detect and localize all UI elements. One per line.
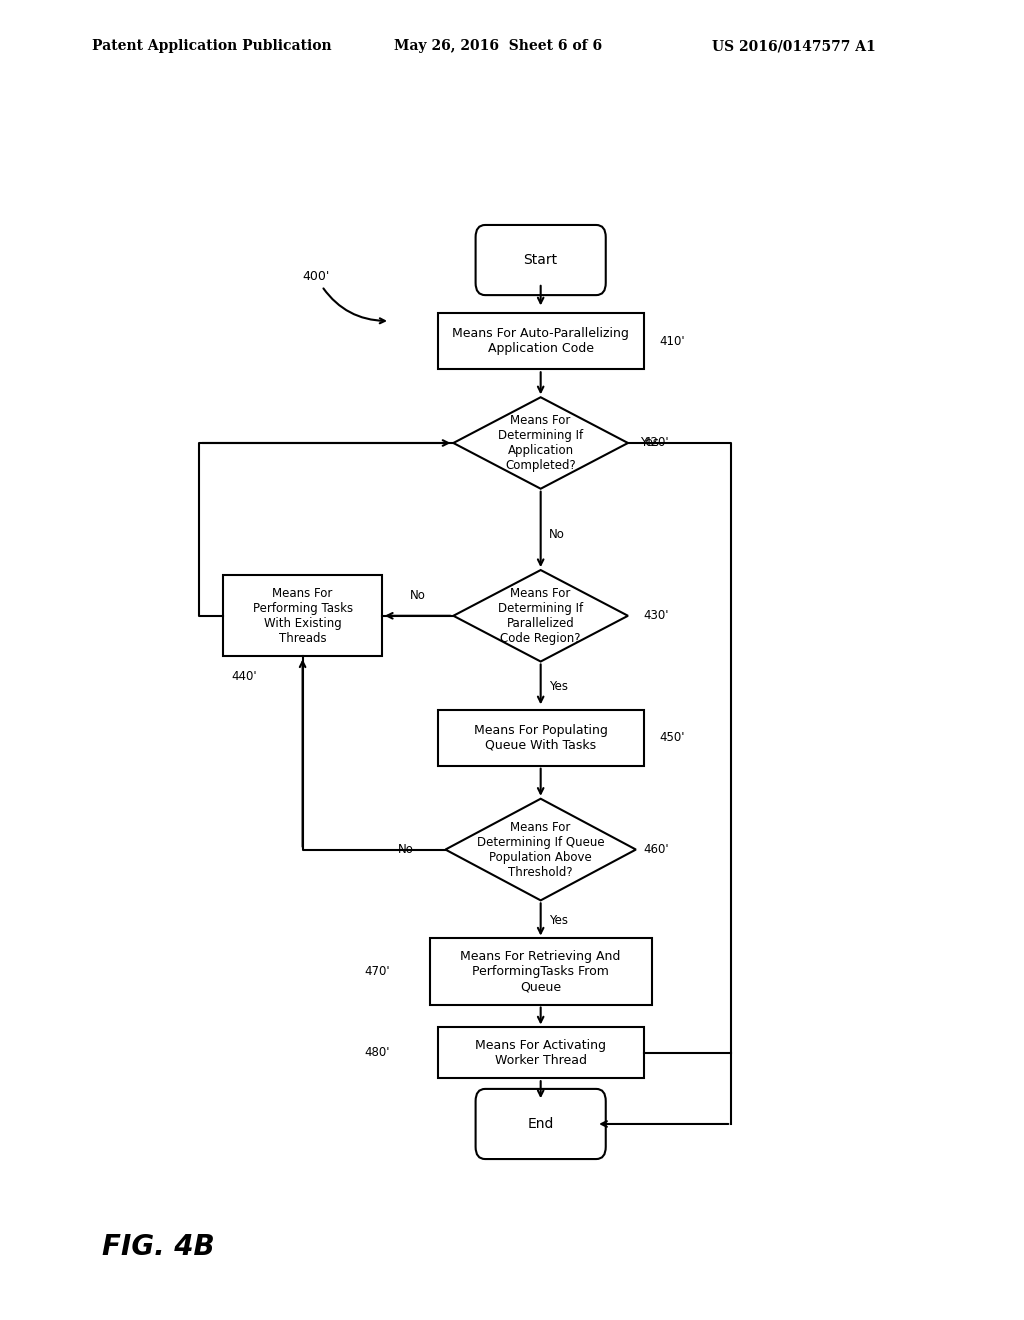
Text: End: End	[527, 1117, 554, 1131]
Bar	[223, 576, 382, 656]
Text: 410': 410'	[659, 335, 685, 348]
Text: 480': 480'	[365, 1047, 390, 1060]
Text: 400': 400'	[303, 271, 385, 323]
FancyBboxPatch shape	[475, 224, 606, 296]
Polygon shape	[445, 799, 636, 900]
Text: US 2016/0147577 A1: US 2016/0147577 A1	[712, 40, 876, 53]
Text: 470': 470'	[365, 965, 390, 978]
Text: No: No	[410, 589, 426, 602]
Text: 450': 450'	[659, 731, 685, 744]
Text: FIG. 4B: FIG. 4B	[102, 1233, 215, 1262]
Text: Means For
Determining If
Parallelized
Code Region?: Means For Determining If Parallelized Co…	[498, 587, 584, 644]
Text: Means For
Performing Tasks
With Existing
Threads: Means For Performing Tasks With Existing…	[253, 587, 352, 644]
Text: 420': 420'	[644, 437, 670, 450]
Text: 440': 440'	[231, 671, 257, 684]
Text: No: No	[549, 528, 564, 541]
Text: Yes: Yes	[640, 437, 658, 450]
Bar	[437, 710, 644, 766]
Text: Yes: Yes	[549, 915, 567, 927]
Text: 460': 460'	[644, 843, 670, 857]
Bar	[430, 939, 652, 1005]
Text: Means For Retrieving And
PerformingTasks From
Queue: Means For Retrieving And PerformingTasks…	[461, 950, 621, 993]
Text: 430': 430'	[644, 610, 670, 622]
Text: May 26, 2016  Sheet 6 of 6: May 26, 2016 Sheet 6 of 6	[394, 40, 602, 53]
Bar	[437, 313, 644, 370]
Text: Means For
Determining If Queue
Population Above
Threshold?: Means For Determining If Queue Populatio…	[477, 821, 604, 879]
Text: Means For Activating
Worker Thread: Means For Activating Worker Thread	[475, 1039, 606, 1067]
FancyBboxPatch shape	[475, 1089, 606, 1159]
Text: Means For
Determining If
Application
Completed?: Means For Determining If Application Com…	[498, 414, 584, 473]
Polygon shape	[454, 397, 628, 488]
Polygon shape	[454, 570, 628, 661]
Bar	[437, 1027, 644, 1078]
Text: Means For Populating
Queue With Tasks: Means For Populating Queue With Tasks	[474, 723, 607, 752]
Text: Means For Auto-Parallelizing
Application Code: Means For Auto-Parallelizing Application…	[453, 327, 629, 355]
Text: No: No	[397, 843, 414, 857]
Text: Patent Application Publication: Patent Application Publication	[92, 40, 332, 53]
Text: Yes: Yes	[549, 680, 567, 693]
Text: Start: Start	[523, 253, 558, 267]
